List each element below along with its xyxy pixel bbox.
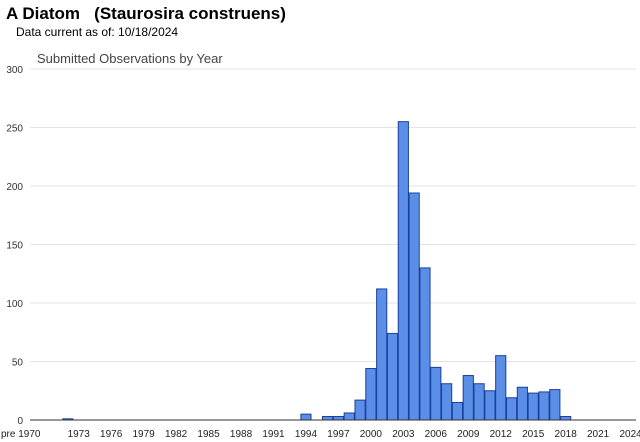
y-tick-label: 150 xyxy=(6,241,23,252)
x-tick-label: 1979 xyxy=(133,429,156,440)
bar-2014 xyxy=(516,386,528,421)
y-axis-labels: 0 50 100 150 200 250 300 xyxy=(6,65,23,427)
x-tick-label: 2018 xyxy=(555,429,578,440)
y-tick-label: 250 xyxy=(6,124,23,135)
bar-2000 xyxy=(365,368,377,421)
bar-2006 xyxy=(430,366,442,421)
bar-2001 xyxy=(376,288,388,421)
grid-lines xyxy=(30,68,636,362)
x-tick-label: 2024 xyxy=(619,429,640,440)
x-tick-label: 1997 xyxy=(327,429,350,440)
bar-2011 xyxy=(484,390,496,421)
y-tick-label: 300 xyxy=(6,65,23,76)
x-tick-label: 2000 xyxy=(360,429,383,440)
bar-2008 xyxy=(451,401,464,421)
bar-2015 xyxy=(527,392,539,421)
bar-2005 xyxy=(419,267,431,421)
bar-2016 xyxy=(538,391,550,421)
species-title: A Diatom (Staurosira construens) xyxy=(6,4,286,23)
x-tick-label: 1994 xyxy=(295,429,318,440)
y-tick-label: 200 xyxy=(6,182,23,193)
x-tick-label: 2006 xyxy=(425,429,448,440)
x-tick-label: 1973 xyxy=(68,429,91,440)
x-axis-labels: pre 1970 1973 1976 1979 1982 1985 1988 1991 1994… xyxy=(1,429,640,440)
x-tick-label: 1985 xyxy=(197,429,220,440)
data-current-date: Data current as of: 10/18/2024 xyxy=(16,25,179,39)
x-tick-label: 2012 xyxy=(490,429,513,440)
bar-2018 xyxy=(560,415,572,421)
x-tick-label: 1982 xyxy=(165,429,188,440)
x-tick-label: 2021 xyxy=(587,429,610,440)
bar-2012 xyxy=(495,355,507,421)
x-tick-label: 1991 xyxy=(262,429,285,440)
y-tick-label: 0 xyxy=(17,416,23,427)
bar-2017 xyxy=(549,389,561,421)
bar-2003 xyxy=(397,121,409,421)
bar-1998 xyxy=(343,412,355,421)
bar-2004 xyxy=(408,192,420,421)
x-tick-label: 1988 xyxy=(230,429,253,440)
chart-title: Submitted Observations by Year xyxy=(37,51,223,66)
bar-2010 xyxy=(473,383,485,421)
y-tick-label: 100 xyxy=(6,299,23,310)
bar-1997 xyxy=(332,415,344,421)
bar-2009 xyxy=(462,375,474,421)
y-tick-label: 50 xyxy=(12,358,24,369)
bar-1994 xyxy=(300,413,312,421)
x-tick-label: 2003 xyxy=(392,429,415,440)
bar-2002 xyxy=(386,332,399,421)
bars xyxy=(62,121,572,421)
bar-2013 xyxy=(505,397,518,421)
x-tick-label: pre 1970 xyxy=(1,429,41,440)
bar-1999 xyxy=(354,399,366,421)
x-tick-label: 1976 xyxy=(100,429,123,440)
x-tick-label: 2009 xyxy=(457,429,480,440)
bar-2007 xyxy=(441,383,453,421)
x-tick-label: 2015 xyxy=(522,429,545,440)
bar-1996 xyxy=(322,415,334,421)
